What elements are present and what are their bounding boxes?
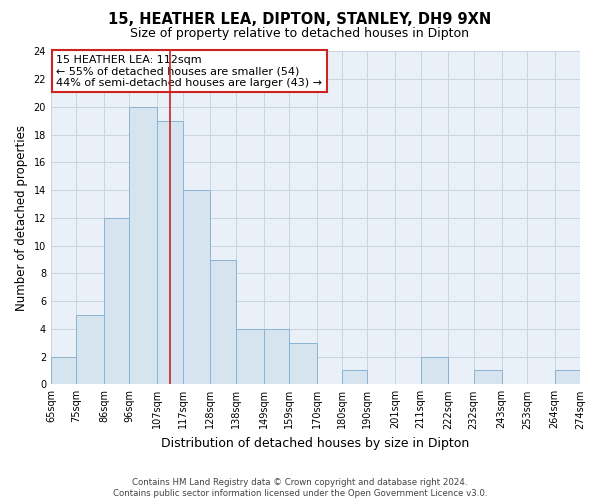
Bar bbox=[104, 218, 130, 384]
Bar bbox=[76, 315, 104, 384]
Bar bbox=[182, 190, 211, 384]
Bar bbox=[473, 370, 502, 384]
Bar bbox=[263, 329, 289, 384]
Text: Size of property relative to detached houses in Dipton: Size of property relative to detached ho… bbox=[131, 28, 470, 40]
Bar bbox=[421, 356, 448, 384]
Bar bbox=[211, 260, 236, 384]
Y-axis label: Number of detached properties: Number of detached properties bbox=[15, 125, 28, 311]
Bar bbox=[130, 107, 157, 384]
Bar bbox=[289, 342, 317, 384]
X-axis label: Distribution of detached houses by size in Dipton: Distribution of detached houses by size … bbox=[161, 437, 470, 450]
Text: 15, HEATHER LEA, DIPTON, STANLEY, DH9 9XN: 15, HEATHER LEA, DIPTON, STANLEY, DH9 9X… bbox=[109, 12, 491, 28]
Bar bbox=[236, 329, 263, 384]
Text: Contains HM Land Registry data © Crown copyright and database right 2024.
Contai: Contains HM Land Registry data © Crown c… bbox=[113, 478, 487, 498]
Bar bbox=[554, 370, 580, 384]
Text: 15 HEATHER LEA: 112sqm
← 55% of detached houses are smaller (54)
44% of semi-det: 15 HEATHER LEA: 112sqm ← 55% of detached… bbox=[56, 55, 322, 88]
Bar bbox=[157, 121, 182, 384]
Bar bbox=[342, 370, 367, 384]
Bar bbox=[51, 356, 76, 384]
